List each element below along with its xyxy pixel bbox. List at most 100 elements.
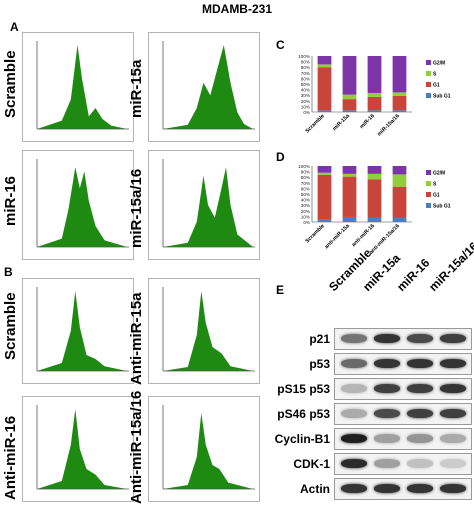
western-blot: p21 p53 pS15 p53 pS46 p53 Cyclin-B1 CDK-1 Acti… [254, 326, 472, 501]
bar-segment [342, 173, 357, 177]
histogram-fill [37, 45, 127, 129]
flow-histogram-b-antimir15a16 [148, 396, 260, 502]
legend-swatch [426, 60, 431, 65]
blot-band [440, 359, 466, 368]
legend-swatch [426, 71, 431, 76]
blot-band [440, 334, 466, 343]
panel-letter-d: D [276, 150, 285, 164]
bar-segment [367, 96, 382, 111]
histogram-a1 [36, 41, 129, 130]
category-label: miR-15a/16 [377, 113, 401, 137]
blot-band [374, 384, 400, 393]
blot-band [341, 384, 367, 393]
blot-band [374, 409, 400, 418]
figure-title: MDAMB-231 [201, 2, 272, 16]
y-tick-label: 10% [301, 214, 310, 219]
blot-row-strip [334, 428, 472, 450]
histogram-fill [163, 167, 253, 247]
legend-label: G1 [433, 193, 440, 199]
y-tick-label: 40% [301, 88, 310, 93]
blot-row-strip [334, 403, 472, 425]
y-tick-label: 70% [301, 71, 310, 76]
bar-segment [317, 64, 332, 68]
y-tick-label: 0% [303, 110, 310, 115]
category-label: Scramble [305, 223, 326, 244]
histogram-fill [37, 167, 127, 247]
blot-band [407, 484, 433, 493]
category-label: Scramble [305, 113, 326, 134]
y-tick-label: 40% [301, 198, 310, 203]
bar-segment [342, 94, 357, 100]
legend-label: G2/M [433, 171, 445, 177]
bar-segment [367, 179, 382, 218]
category-label: miR-16 [359, 113, 376, 130]
blot-band [407, 384, 433, 393]
blot-band [407, 459, 433, 468]
flow-histogram-a-scramble [22, 32, 134, 142]
legend-swatch [426, 170, 431, 175]
flow-histogram-b-antimir15a [148, 278, 260, 384]
histogram-fill [37, 291, 127, 371]
bar-segment [367, 217, 382, 222]
bar-segment [342, 166, 357, 174]
bar-segment [317, 67, 332, 111]
flow-label-b-antimir15a: Anti-miR-15a [128, 292, 145, 385]
y-tick-label: 60% [301, 186, 310, 191]
y-tick-label: 20% [301, 99, 310, 104]
histogram-b4 [162, 405, 255, 490]
blot-band [407, 409, 433, 418]
flow-label-b-antimir16: Anti-miR-16 [2, 415, 19, 500]
y-tick-label: 50% [301, 82, 310, 87]
y-tick-label: 80% [301, 65, 310, 70]
histogram-fill [163, 291, 253, 371]
blot-row-strip [334, 353, 472, 375]
histogram-b3 [36, 405, 129, 490]
cell-cycle-chart-c: 0% 10% 20% 30% 40% 50% 60% 70% 80% 90% 100% Scrambl… [282, 50, 472, 155]
blot-row-strip [334, 378, 472, 400]
blot-band [440, 484, 466, 493]
y-tick-label: 30% [301, 93, 310, 98]
blot-band [440, 459, 466, 468]
y-tick-label: 80% [301, 175, 310, 180]
blot-row-label: p53 [309, 357, 330, 371]
histogram-fill [163, 45, 253, 129]
flow-histogram-a-mir16 [22, 150, 134, 260]
bar-segment [317, 219, 332, 222]
panel-letter-b: B [4, 265, 13, 279]
bar-segment [392, 92, 407, 96]
bar-segment [317, 172, 332, 175]
bar-segment [367, 92, 382, 97]
category-label: miR-15a [332, 112, 352, 132]
legend-label: S [433, 72, 437, 78]
y-tick-label: 90% [301, 170, 310, 175]
histogram-a2 [162, 41, 255, 130]
y-tick-label: 30% [301, 203, 310, 208]
bar-segment [317, 56, 332, 65]
flow-label-a-mir16: miR-16 [2, 175, 19, 226]
blot-row-strip [334, 453, 472, 475]
blot-row-label: CDK-1 [293, 457, 330, 471]
histogram-fill [37, 409, 127, 489]
blot-band [407, 434, 433, 443]
blot-band [440, 409, 466, 418]
flow-label-a-mir15a: miR-15a [128, 59, 145, 118]
bar-segment [342, 176, 357, 217]
histogram-a3 [36, 159, 129, 248]
blot-band [374, 459, 400, 468]
legend-label: G1 [433, 83, 440, 89]
legend-swatch [426, 93, 431, 98]
legend-swatch [426, 203, 431, 208]
blot-band [407, 334, 433, 343]
category-label: anti-miR-16 [351, 223, 376, 248]
panel-letter-c: C [276, 38, 285, 52]
flow-histogram-a-mir15a [148, 32, 260, 142]
histogram-b1 [36, 287, 129, 372]
y-tick-label: 70% [301, 181, 310, 186]
y-tick-label: 50% [301, 192, 310, 197]
legend-swatch [426, 181, 431, 186]
bar-segment [392, 174, 407, 187]
y-tick-label: 60% [301, 76, 310, 81]
bar-segment [342, 216, 357, 222]
category-label: anti-miR-15a [324, 222, 352, 250]
histogram-fill [163, 413, 253, 489]
